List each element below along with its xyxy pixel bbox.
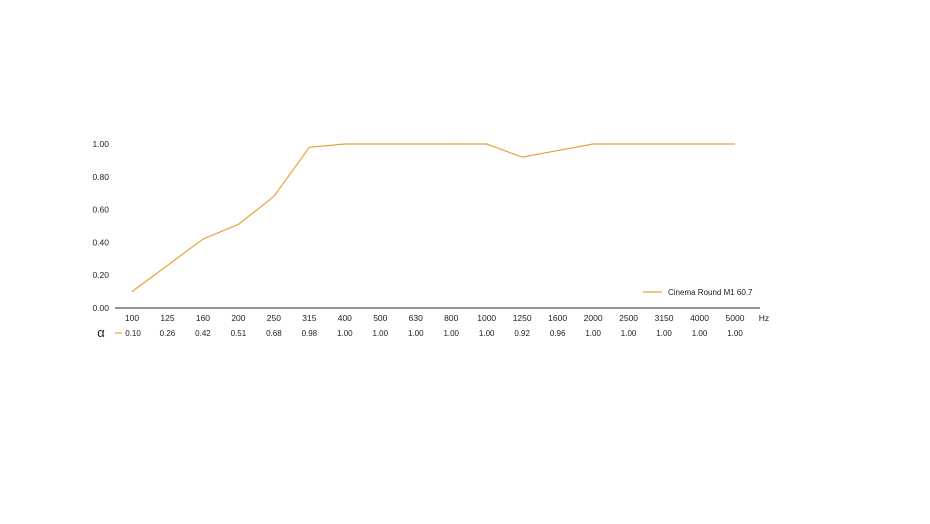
x-tick-label: 1000 [477,313,496,323]
x-tick-label: 125 [160,313,174,323]
data-value-label: 1.00 [585,329,601,338]
y-tick-label: 0.20 [92,270,109,280]
x-tick-label: 5000 [726,313,745,323]
legend-label: Cinema Round M1 60.7 [668,288,753,297]
data-value-label: 0.96 [550,329,566,338]
x-tick-label: 1600 [548,313,567,323]
series-line [132,144,735,292]
x-tick-label: 2500 [619,313,638,323]
data-value-label: 0.68 [266,329,282,338]
y-tick-label: 0.60 [92,205,109,215]
x-tick-label: 630 [409,313,423,323]
data-value-label: 0.42 [195,329,211,338]
x-tick-label: 800 [444,313,458,323]
x-tick-label: 1250 [513,313,532,323]
x-tick-label: 315 [302,313,316,323]
data-value-label: 0.10 [125,329,141,338]
x-tick-label: 400 [338,313,352,323]
data-value-label: 1.00 [621,329,637,338]
alpha-row-label: α [97,325,105,340]
x-tick-label: 3150 [655,313,674,323]
data-value-label: 1.00 [443,329,459,338]
data-value-label: 0.51 [231,329,247,338]
data-value-label: 1.00 [692,329,708,338]
data-value-label: 0.98 [302,329,318,338]
data-value-label: 0.92 [514,329,530,338]
x-tick-label: 160 [196,313,210,323]
x-tick-label: 500 [373,313,387,323]
data-value-label: 1.00 [479,329,495,338]
data-value-label: 1.00 [373,329,389,338]
x-tick-label: 2000 [584,313,603,323]
x-tick-label: 200 [231,313,245,323]
y-tick-label: 0.40 [92,237,109,247]
data-value-label: 1.00 [337,329,353,338]
y-tick-label: 1.00 [92,139,109,149]
x-tick-label: 250 [267,313,281,323]
data-value-label: 1.00 [656,329,672,338]
data-value-label: 1.00 [408,329,424,338]
data-value-label: 1.00 [727,329,743,338]
x-tick-label: 100 [125,313,139,323]
y-tick-label: 0.80 [92,172,109,182]
x-tick-label: 4000 [690,313,709,323]
x-unit-label: Hz [759,313,769,323]
y-tick-label: 0.00 [92,303,109,313]
data-value-label: 0.26 [160,329,176,338]
